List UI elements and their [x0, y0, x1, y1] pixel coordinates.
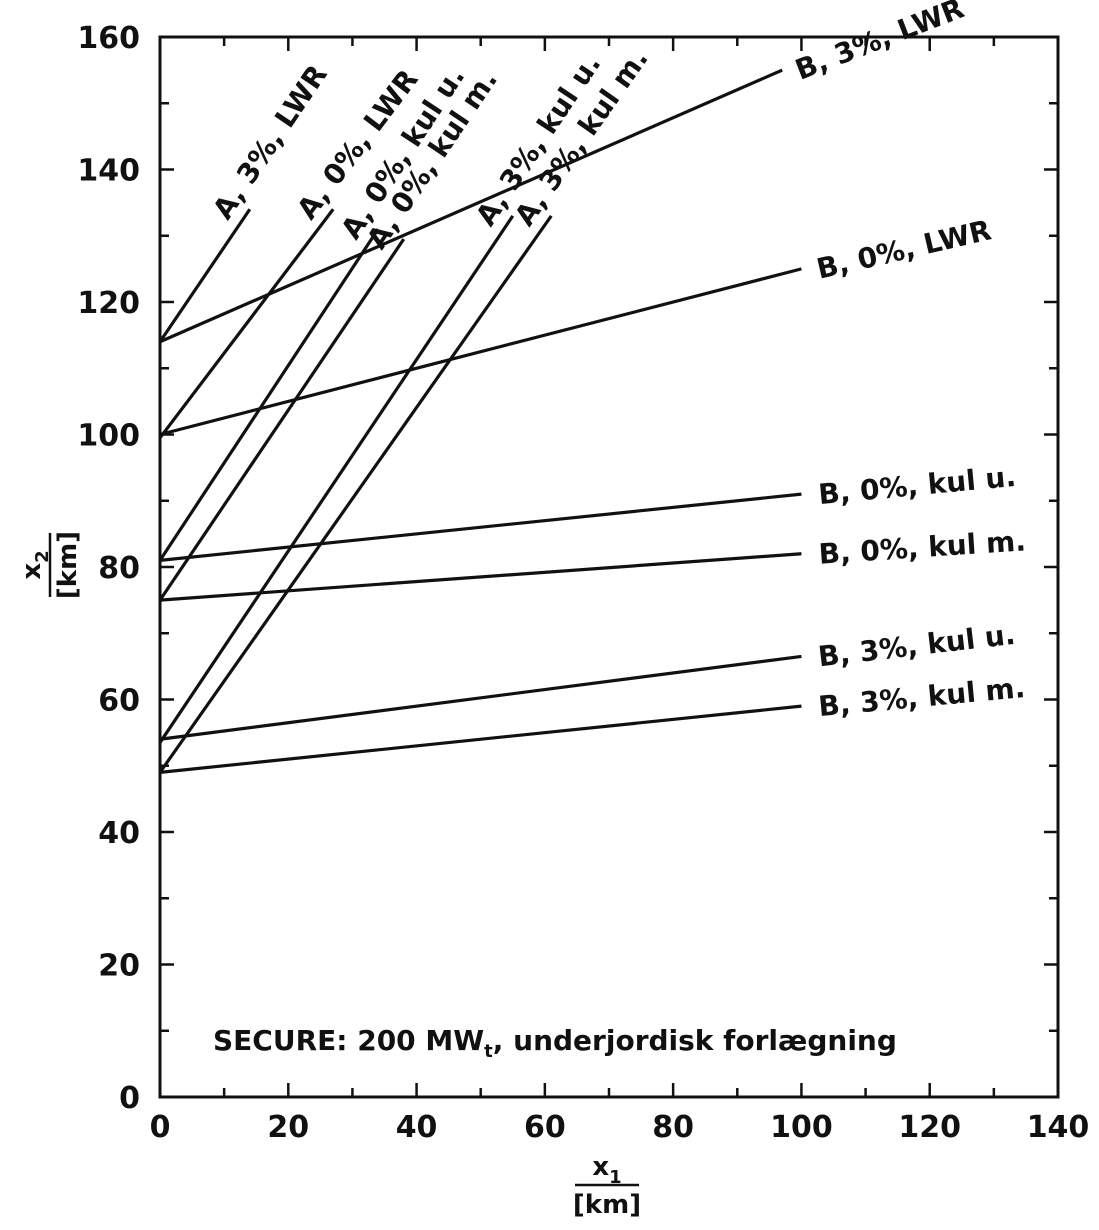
y-tick-label: 100 — [77, 419, 140, 454]
series-label: B, 0%, kul u. — [817, 460, 1017, 511]
x-tick-label: 80 — [652, 1110, 694, 1145]
x-axis-label-sub: 1 — [609, 1167, 622, 1188]
y-axis-label-main: x — [17, 563, 47, 580]
series-line — [158, 228, 380, 562]
y-tick-label: 20 — [98, 949, 140, 984]
y-axis-label: x2 [km] — [17, 531, 83, 599]
x-tick-label: 100 — [770, 1110, 833, 1145]
y-tick-label: 160 — [77, 21, 140, 56]
y-tick-label: 40 — [98, 816, 140, 851]
series-line — [159, 492, 802, 562]
svg-text:x1: x1 — [592, 1152, 621, 1188]
series-line — [159, 704, 802, 774]
svg-text:x2: x2 — [17, 550, 53, 579]
x-axis-unit: [km] — [573, 1190, 641, 1220]
y-tick-label: 60 — [98, 684, 140, 719]
series-line — [159, 552, 802, 602]
series-label: B, 3%, kul u. — [816, 618, 1017, 674]
series-line — [158, 214, 515, 744]
series-label: B, 0%, kul m. — [818, 524, 1027, 570]
chart-annotation: SECURE: 200 MWt, underjordisk forlægning — [213, 1024, 897, 1062]
series-line — [159, 654, 802, 741]
annotation-sub: t — [484, 1041, 493, 1062]
ticks — [158, 35, 1060, 1099]
series-label: B, 0%, LWR — [814, 213, 995, 285]
series-line — [159, 267, 802, 437]
x-tick-label: 140 — [1027, 1110, 1090, 1145]
x-tick-label: 0 — [150, 1110, 171, 1145]
y-tick-label: 80 — [98, 551, 140, 586]
tick-labels: 0 20 40 60 80 100 120 140 0 20 40 60 80 100 120 140 160 — [77, 21, 1089, 1145]
annotation-rest: , underjordisk forlægning — [493, 1024, 897, 1057]
annotation-main: SECURE: 200 MW — [213, 1024, 484, 1057]
x-tick-label: 120 — [898, 1110, 961, 1145]
y-tick-label: 120 — [77, 286, 140, 321]
y-tick-label: 140 — [77, 154, 140, 189]
series-line — [158, 214, 553, 774]
x-axis-label-main: x — [592, 1152, 609, 1182]
series-label: B, 3%, kul m. — [817, 671, 1027, 723]
series-line — [158, 208, 335, 439]
series-line — [158, 208, 252, 343]
x-tick-label: 40 — [396, 1110, 438, 1145]
series-line — [159, 68, 783, 344]
x-axis-label: x1 [km] — [573, 1152, 641, 1220]
series-label: B, 3%, LWR — [791, 0, 969, 87]
y-tick-label: 0 — [119, 1081, 140, 1116]
series-lines — [158, 68, 802, 774]
series-line — [158, 238, 406, 602]
x-tick-label: 60 — [524, 1110, 566, 1145]
x-tick-label: 20 — [267, 1110, 309, 1145]
y-axis-label-sub: 2 — [32, 550, 53, 563]
y-axis-unit: [km] — [53, 531, 83, 599]
